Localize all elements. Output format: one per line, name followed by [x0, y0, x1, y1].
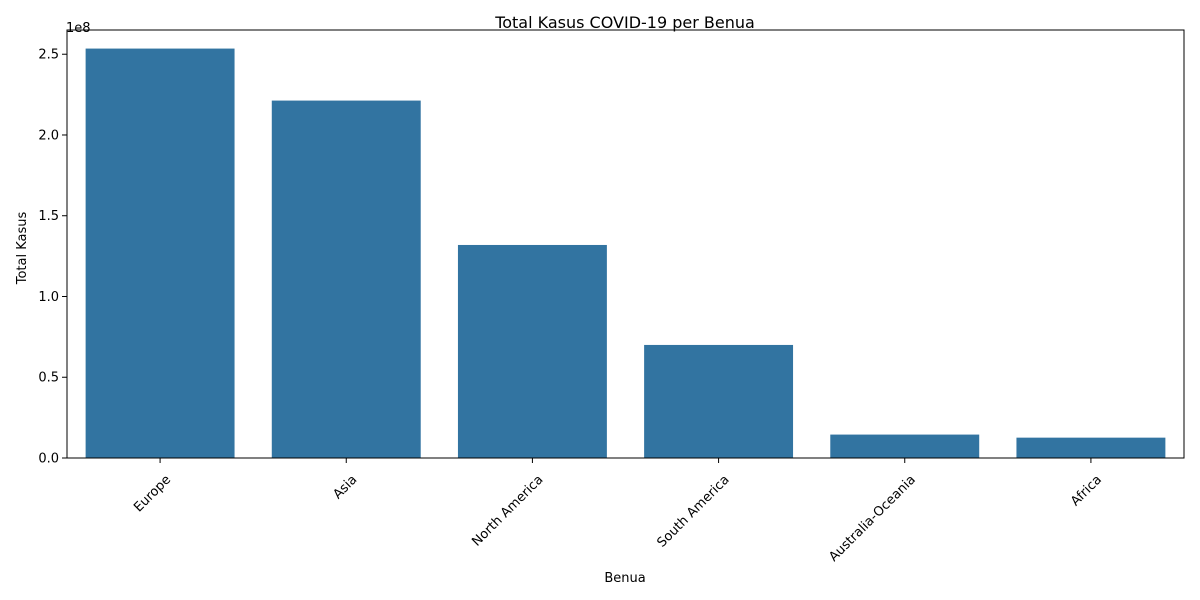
- chart-title: Total Kasus COVID-19 per Benua: [494, 13, 755, 32]
- plot-frame: [66, 29, 1185, 459]
- x-tick-label: South America: [654, 472, 732, 550]
- x-ticks-group: Europe Asia North America South America Aust…: [131, 458, 1105, 565]
- y-axis-label: Total Kasus: [15, 212, 30, 286]
- y-tick-label: 0.0: [38, 452, 59, 467]
- bar-africa: [1016, 437, 1166, 458]
- bar-europe: [85, 48, 235, 459]
- x-tick-label: Asia: [330, 472, 360, 502]
- bars-group: [85, 48, 1166, 459]
- bar-australia-oceania: [830, 434, 980, 458]
- bar-south-america: [644, 344, 794, 458]
- y-tick-label: 0.5: [38, 371, 59, 386]
- y-offset-label: 1e8: [66, 21, 91, 36]
- y-tick-label: 2.0: [38, 128, 59, 143]
- x-axis-label: Benua: [604, 571, 645, 586]
- y-tick-label: 2.5: [38, 48, 59, 63]
- x-tick-label: North America: [469, 472, 546, 549]
- x-tick-label: Europe: [131, 472, 174, 515]
- bar-asia: [271, 100, 421, 458]
- bar-north-america: [457, 244, 607, 458]
- y-ticks-group: 0.0 0.5 1.0 1.5 2.0 2.5: [38, 48, 67, 467]
- y-tick-label: 1.5: [38, 209, 59, 224]
- x-tick-label: Australia-Oceania: [826, 472, 918, 564]
- y-tick-label: 1.0: [38, 290, 59, 305]
- x-tick-label: Africa: [1068, 472, 1105, 509]
